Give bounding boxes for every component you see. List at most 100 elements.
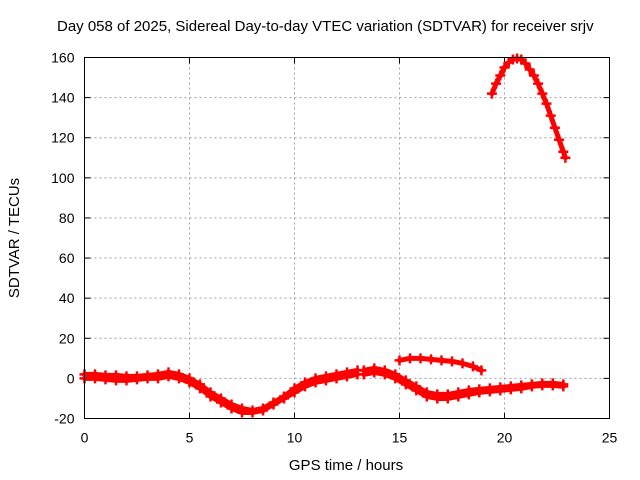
data-point <box>447 356 457 367</box>
data-point <box>415 353 426 364</box>
data-point <box>184 377 195 388</box>
x-tick-label: 15 <box>392 430 408 446</box>
data-point <box>247 407 258 418</box>
data-points <box>79 53 571 418</box>
data-point <box>526 381 537 392</box>
x-tick-label: 25 <box>602 430 618 446</box>
y-tick-label: 20 <box>59 330 75 346</box>
chart-title: Day 058 of 2025, Sidereal Day-to-day VTE… <box>57 18 594 35</box>
data-point <box>474 387 485 398</box>
data-point <box>484 386 495 397</box>
data-point <box>524 64 535 75</box>
data-point <box>505 384 516 395</box>
y-tick-label: 0 <box>67 370 75 386</box>
data-point <box>132 374 142 385</box>
x-tick-label: 10 <box>287 430 303 446</box>
data-point <box>476 365 487 376</box>
data-point <box>558 146 569 157</box>
data-point <box>545 110 556 121</box>
data-point <box>153 373 163 384</box>
data-point <box>463 389 474 400</box>
y-tick-label: -20 <box>54 411 74 427</box>
data-point <box>268 399 279 410</box>
data-point <box>457 358 468 369</box>
data-point <box>516 383 527 394</box>
y-tick-label: 40 <box>59 290 75 306</box>
data-point <box>258 405 268 416</box>
data-point <box>163 371 174 382</box>
data-point <box>549 122 560 133</box>
data-trace <box>361 365 566 397</box>
data-point <box>90 373 100 384</box>
data-point <box>547 380 558 391</box>
data-point <box>421 391 432 402</box>
data-point <box>321 375 331 386</box>
x-tick-label: 0 <box>81 430 89 446</box>
x-tick-label: 20 <box>497 430 513 446</box>
data-point <box>442 393 453 404</box>
y-tick-label: 140 <box>51 90 75 106</box>
plot-frame <box>84 57 610 419</box>
data-point <box>541 98 552 109</box>
data-point <box>468 361 478 372</box>
data-point <box>195 383 205 394</box>
data-point <box>100 374 111 385</box>
y-tick-labels: -20 0 20 40 60 80 100 120 140 160 <box>51 50 75 427</box>
data-point <box>495 70 506 81</box>
y-tick-label: 120 <box>51 130 75 146</box>
data-point <box>432 393 443 404</box>
data-point <box>279 393 289 404</box>
data-point <box>358 369 369 380</box>
y-axis-label: SDTVAR / TECUs <box>6 178 23 298</box>
data-series <box>79 369 363 418</box>
data-point <box>453 391 464 402</box>
data-point <box>495 385 506 396</box>
data-series <box>358 367 569 404</box>
data-point <box>411 385 422 396</box>
x-tick-labels: 0 5 10 15 20 25 <box>81 430 618 446</box>
x-axis-label: GPS time / hours <box>289 457 403 474</box>
data-point <box>331 373 342 384</box>
data-point <box>554 134 565 145</box>
data-point <box>533 78 544 89</box>
data-point <box>174 373 184 384</box>
data-point <box>537 88 548 99</box>
data-point <box>390 373 401 384</box>
data-point <box>558 381 569 392</box>
data-point <box>205 391 216 402</box>
data-point <box>142 373 153 384</box>
data-point <box>537 380 548 391</box>
data-point <box>436 355 447 366</box>
data-point <box>520 58 531 69</box>
data-point <box>111 375 121 386</box>
tick-marks <box>84 57 610 419</box>
data-point <box>426 354 436 365</box>
data-point <box>216 397 226 408</box>
x-tick-label: 5 <box>186 430 194 446</box>
data-point <box>342 371 352 382</box>
data-point <box>300 381 310 392</box>
data-point <box>499 62 510 73</box>
data-point <box>310 377 321 388</box>
data-point <box>486 88 497 99</box>
data-series <box>79 365 363 416</box>
y-tick-label: 100 <box>51 170 75 186</box>
data-point <box>237 407 247 418</box>
data-series <box>394 353 487 376</box>
data-series <box>486 53 571 163</box>
data-point <box>405 353 415 364</box>
data-point <box>560 152 571 163</box>
data-point <box>121 375 132 386</box>
data-point <box>400 379 411 390</box>
y-tick-label: 160 <box>51 50 75 66</box>
data-point <box>369 367 380 378</box>
grid-lines <box>84 57 610 419</box>
data-point <box>491 78 502 89</box>
data-point <box>289 387 300 398</box>
data-point <box>528 70 539 81</box>
y-tick-label: 80 <box>59 210 75 226</box>
y-tick-label: 60 <box>59 250 75 266</box>
data-point <box>226 403 237 414</box>
data-point <box>379 369 390 380</box>
